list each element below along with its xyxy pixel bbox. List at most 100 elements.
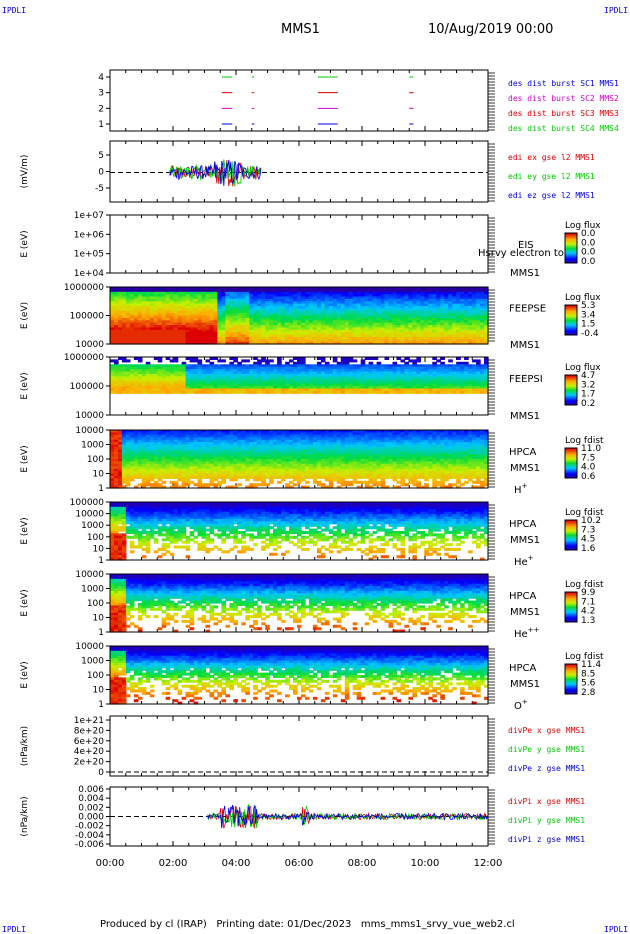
spectrogram-cell [213, 449, 219, 453]
spectrogram-cell [396, 294, 402, 298]
spectrogram-cell [360, 376, 366, 380]
spectrogram-cell [173, 463, 179, 467]
spectrogram-cell [464, 313, 469, 317]
spectrogram-cell [293, 327, 298, 331]
spectrogram-cell [404, 327, 409, 331]
spectrogram-cell [376, 390, 382, 394]
spectrogram-cell [257, 386, 262, 389]
spectrogram-cell [320, 308, 326, 312]
spectrogram-cell [456, 296, 461, 300]
spectrogram-cell [181, 341, 187, 345]
spectrogram-cell [448, 336, 453, 340]
spectrogram-cell [289, 371, 294, 375]
spectrogram-cell [408, 339, 413, 343]
spectrogram-cell [173, 291, 179, 295]
spectrogram-cell [213, 296, 219, 300]
spectrogram-cell [452, 334, 457, 338]
spectrogram-cell [121, 369, 127, 373]
spectrogram-cell [261, 301, 266, 305]
spectrogram-cell [269, 373, 274, 377]
spectrogram-cell [141, 376, 147, 380]
spectrogram-cell [440, 366, 445, 370]
spectrogram-cell [233, 313, 238, 317]
spectrogram-cell [229, 376, 234, 380]
spectrogram-cell [372, 308, 378, 312]
spectrogram-cell [249, 483, 254, 487]
spectrogram-cell [141, 322, 147, 326]
spectrogram-cell [289, 339, 294, 343]
spectrogram-cell [316, 334, 322, 338]
spectrogram-cell [125, 371, 131, 375]
spectrogram-cell [201, 308, 207, 312]
spectrogram-cell [297, 315, 302, 319]
spectrogram-cell [472, 301, 477, 305]
spectrogram-cell [197, 381, 203, 385]
spectrogram-cell [189, 449, 195, 453]
colorbar-cell [565, 252, 577, 254]
spectrogram-cell [344, 310, 350, 314]
spectrogram-cell [213, 378, 219, 382]
spectrogram-cell [225, 301, 230, 305]
spectrogram-cell [141, 434, 147, 438]
spectrogram-cell [165, 336, 171, 340]
spectrogram-cell [344, 339, 350, 343]
spectrogram-cell [376, 334, 382, 338]
spectrogram-cell [273, 371, 278, 375]
spectrogram-cell [141, 449, 147, 453]
spectrogram-cell [261, 437, 266, 441]
spectrogram-cell [249, 442, 254, 446]
spectrogram-cell [468, 287, 473, 290]
spectrogram-cell [185, 341, 191, 345]
spectrogram-cell [217, 466, 222, 470]
spectrogram-cell [121, 320, 127, 324]
spectrogram-cell [125, 322, 131, 326]
eis-panel-frame [109, 214, 489, 274]
spectrogram-cell [205, 483, 211, 487]
spectrogram-cell [285, 315, 290, 319]
spectrogram-cell [233, 341, 238, 345]
spectrogram-cell [245, 449, 250, 453]
spectrogram-cell [173, 373, 179, 377]
burst-panel-legend-1: des dist burst SC1 MMS1 [508, 79, 619, 88]
spectrogram-cell [221, 296, 226, 300]
spectrogram-cell [185, 468, 191, 472]
spectrogram-cell [464, 315, 469, 319]
colorbar-cell [565, 314, 577, 316]
spectrogram-cell [145, 298, 151, 302]
spectrogram-cell [157, 390, 163, 394]
spectrogram-cell [297, 386, 302, 389]
spectrogram-cell [110, 329, 115, 333]
spectrogram-cell [161, 485, 167, 489]
spectrogram-cell [197, 475, 203, 479]
spectrogram-cell [308, 336, 314, 340]
spectrogram-cell [364, 303, 370, 307]
spectrogram-cell [396, 386, 402, 389]
spectrogram-cell [137, 366, 143, 370]
spectrogram-cell [416, 341, 421, 345]
spectrogram-cell [245, 369, 250, 373]
spectrogram-cell [181, 473, 187, 477]
spectrogram-cell [452, 378, 457, 382]
spectrogram-cell [169, 451, 175, 455]
spectrogram-cell [444, 383, 449, 387]
spectrogram-cell [404, 361, 409, 365]
spectrogram-cell [269, 289, 274, 293]
spectrogram-cell [118, 301, 123, 305]
spectrogram-cell [380, 371, 386, 375]
spectrogram-cell [344, 376, 350, 380]
spectrogram-cell [229, 449, 234, 453]
spectrogram-cell [161, 325, 167, 328]
spectrogram-cell [213, 334, 219, 338]
spectrogram-cell [472, 373, 477, 377]
spectrogram-cell [185, 308, 191, 312]
spectrogram-cell [253, 306, 258, 309]
spectrogram-cell [161, 432, 167, 436]
colorbar-cell [565, 243, 577, 245]
spectrogram-cell [225, 332, 230, 336]
colorbar-cell [565, 312, 577, 314]
spectrogram-cell [404, 378, 409, 382]
spectrogram-cell [121, 461, 127, 465]
edi-series-edi-ez-gse-l2-MMS1 [169, 159, 262, 186]
spectrogram-cell [332, 364, 338, 368]
spectrogram-cell [129, 287, 135, 290]
